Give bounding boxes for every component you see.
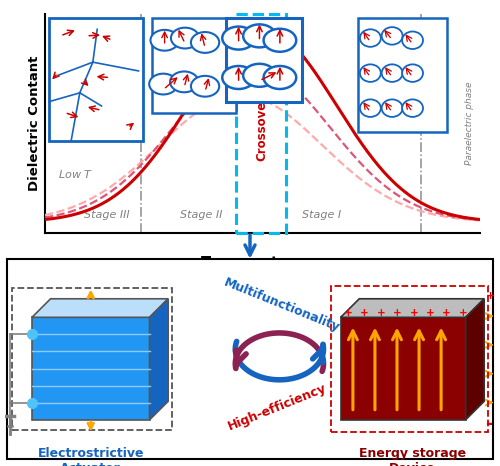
Text: +: + bbox=[442, 308, 451, 318]
Text: Electrostrictive
Actuator: Electrostrictive Actuator bbox=[38, 447, 144, 466]
Text: Multifunctionality: Multifunctionality bbox=[222, 276, 342, 335]
Text: +: + bbox=[459, 308, 468, 318]
Ellipse shape bbox=[360, 64, 381, 82]
Text: +: + bbox=[376, 308, 386, 318]
Ellipse shape bbox=[402, 99, 423, 117]
Text: Stage II: Stage II bbox=[180, 210, 222, 219]
Ellipse shape bbox=[222, 66, 255, 89]
Text: +: + bbox=[344, 308, 352, 318]
Ellipse shape bbox=[382, 99, 402, 117]
Polygon shape bbox=[150, 299, 168, 420]
Bar bbox=[32, 317, 150, 420]
Ellipse shape bbox=[222, 27, 255, 49]
Text: +: + bbox=[410, 308, 418, 318]
Text: $T_{\mathrm{B}}$: $T_{\mathrm{B}}$ bbox=[412, 99, 428, 115]
Ellipse shape bbox=[243, 64, 276, 87]
Ellipse shape bbox=[191, 32, 219, 53]
Ellipse shape bbox=[191, 76, 219, 96]
Polygon shape bbox=[32, 299, 168, 317]
Ellipse shape bbox=[360, 29, 381, 47]
Text: Energy storage
Device: Energy storage Device bbox=[359, 447, 466, 466]
Bar bbox=[358, 18, 448, 132]
Ellipse shape bbox=[170, 71, 198, 92]
Text: +: + bbox=[486, 291, 494, 302]
Bar bbox=[152, 18, 236, 112]
Ellipse shape bbox=[360, 99, 381, 117]
Text: -: - bbox=[484, 415, 492, 433]
Bar bbox=[50, 18, 143, 141]
Bar bbox=[331, 286, 488, 432]
Ellipse shape bbox=[402, 64, 423, 82]
Text: +: + bbox=[426, 308, 434, 318]
Text: Crossover: Crossover bbox=[256, 95, 268, 161]
Text: +: + bbox=[393, 308, 402, 318]
Ellipse shape bbox=[171, 27, 199, 48]
Ellipse shape bbox=[264, 66, 296, 89]
Text: +: + bbox=[360, 308, 369, 318]
Bar bbox=[226, 18, 302, 102]
Bar bbox=[340, 317, 466, 420]
Ellipse shape bbox=[402, 32, 423, 49]
Ellipse shape bbox=[382, 27, 402, 45]
Text: High-efficiency: High-efficiency bbox=[226, 382, 328, 433]
Ellipse shape bbox=[149, 74, 178, 95]
Text: Paraelectric phase: Paraelectric phase bbox=[464, 82, 473, 165]
Ellipse shape bbox=[382, 64, 402, 82]
Text: Temperature: Temperature bbox=[201, 256, 306, 271]
Polygon shape bbox=[340, 299, 484, 317]
Ellipse shape bbox=[264, 29, 296, 52]
Bar bbox=[12, 288, 172, 430]
Text: Stage I: Stage I bbox=[302, 210, 341, 219]
Ellipse shape bbox=[150, 30, 179, 51]
Text: Stage III: Stage III bbox=[84, 210, 130, 219]
Text: Low $T$: Low $T$ bbox=[58, 168, 93, 180]
Polygon shape bbox=[466, 299, 484, 420]
Y-axis label: Dielectric Contant: Dielectric Contant bbox=[28, 56, 41, 191]
Ellipse shape bbox=[243, 24, 276, 48]
